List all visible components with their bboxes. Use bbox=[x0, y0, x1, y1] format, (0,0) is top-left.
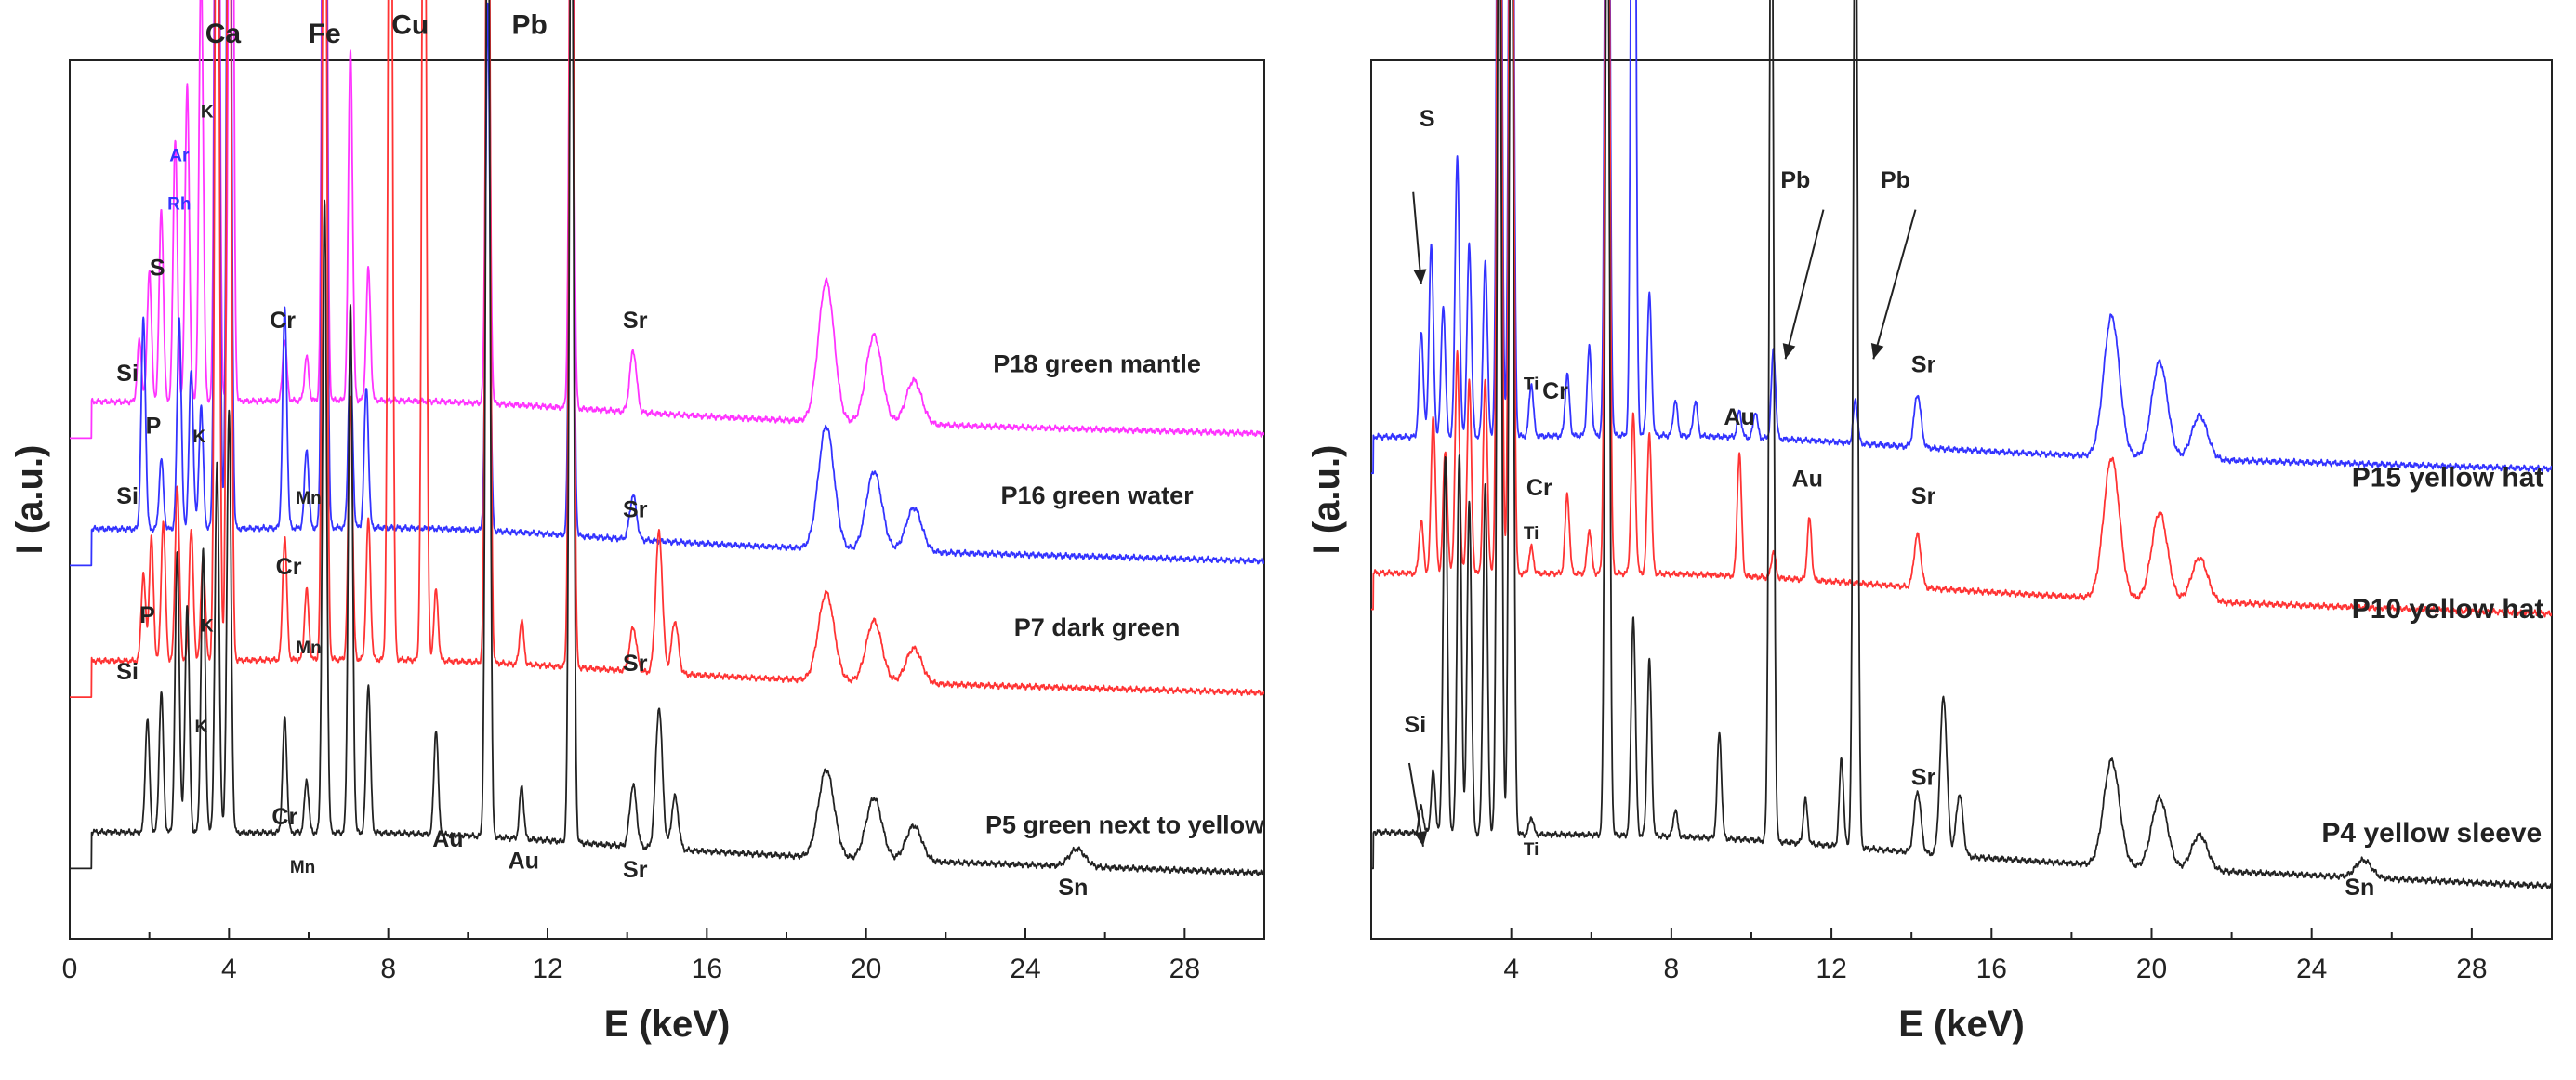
peak-label-pb: Pb bbox=[1780, 167, 1810, 193]
spectrum-line-p18-green-mantle bbox=[70, 0, 1264, 440]
y-axis-label: I (a.u.) bbox=[1306, 445, 1347, 555]
x-tick-label-8: 8 bbox=[380, 954, 396, 984]
arrow-head bbox=[1870, 343, 1884, 360]
arrow-head bbox=[1414, 830, 1428, 847]
peak-label-sr: Sr bbox=[1911, 351, 1936, 377]
peak-label-sr: Sr bbox=[623, 496, 648, 522]
x-tick-label-24: 24 bbox=[2296, 954, 2327, 984]
peak-label-ar: Ar bbox=[169, 147, 190, 166]
x-axis-label: E (keV) bbox=[604, 1004, 731, 1045]
peak-label-au: Au bbox=[1724, 404, 1754, 430]
peak-label-cr: Cr bbox=[276, 554, 302, 580]
spectrum-line-p4-yellow-sleeve bbox=[1371, 0, 2552, 890]
x-tick-label-20: 20 bbox=[851, 954, 881, 984]
series-label: P18 green mantle bbox=[993, 349, 1201, 377]
peak-label-mn: Mn bbox=[296, 639, 321, 658]
peak-label-p: P bbox=[146, 414, 162, 440]
x-tick-label-4: 4 bbox=[221, 954, 237, 984]
peak-label-s: S bbox=[1420, 106, 1435, 132]
arrow-head bbox=[1413, 269, 1427, 284]
peak-label-k: K bbox=[194, 718, 207, 737]
peak-label-cr: Cr bbox=[271, 804, 297, 830]
x-tick-label-12: 12 bbox=[532, 954, 562, 984]
peak-label-sr: Sr bbox=[623, 651, 648, 677]
series-label: P4 yellow sleeve bbox=[2321, 818, 2542, 849]
peak-label-sr: Sr bbox=[1911, 765, 1936, 791]
peak-label-ti: Ti bbox=[1524, 375, 1539, 394]
arrow-line bbox=[1784, 209, 1825, 360]
peak-label-k: K bbox=[201, 102, 214, 122]
series-label: P15 yellow hat bbox=[2352, 462, 2544, 493]
spectrum-line-p15-yellow-hat bbox=[1371, 0, 2552, 475]
peak-label-sn: Sn bbox=[1058, 875, 1088, 901]
x-tick-label-16: 16 bbox=[692, 954, 722, 984]
peak-label-si: Si bbox=[116, 361, 139, 387]
spectrum-line-p5-green-next-to-yellow bbox=[70, 0, 1264, 876]
x-tick-label-12: 12 bbox=[1816, 954, 1846, 984]
arrow-head bbox=[1782, 343, 1796, 360]
peak-label-sr: Sr bbox=[623, 308, 648, 334]
peak-label-p: P bbox=[139, 602, 155, 628]
peak-label-mn: Mn bbox=[296, 489, 321, 508]
x-tick-label-16: 16 bbox=[1976, 954, 2007, 984]
peak-label-ti: Ti bbox=[1524, 524, 1539, 544]
peak-label-ca: Ca bbox=[205, 19, 242, 49]
peak-label-sr: Sr bbox=[623, 857, 648, 883]
spectrum-line-p16-green-water bbox=[70, 0, 1264, 567]
spectra-group bbox=[70, 0, 1264, 876]
peak-label-mn: Mn bbox=[290, 858, 315, 877]
x-tick-label-0: 0 bbox=[62, 954, 78, 984]
peak-label-fe: Fe bbox=[309, 19, 341, 49]
peak-label-ti: Ti bbox=[1524, 840, 1539, 860]
series-label: P5 green next to yellow bbox=[985, 811, 1265, 839]
peak-label-cr: Cr bbox=[270, 308, 296, 334]
peak-label-au: Au bbox=[1792, 466, 1823, 492]
peak-label-si: Si bbox=[1405, 712, 1427, 738]
peak-label-si: Si bbox=[116, 483, 139, 509]
x-tick-label-28: 28 bbox=[2456, 954, 2487, 984]
plot-frame bbox=[1370, 59, 2553, 940]
x-tick-label-24: 24 bbox=[1010, 954, 1040, 984]
y-axis-label: I (a.u.) bbox=[9, 445, 50, 555]
spectrum-line-p7-dark-green bbox=[70, 0, 1264, 698]
arrow-line bbox=[1412, 191, 1422, 285]
peak-label-sr: Sr bbox=[1911, 483, 1936, 509]
series-label: P7 dark green bbox=[1014, 613, 1181, 641]
peak-label-rh: Rh bbox=[167, 195, 191, 215]
peak-label-k: K bbox=[201, 616, 214, 636]
x-axis-label: E (keV) bbox=[1898, 1004, 2025, 1045]
x-tick-label-8: 8 bbox=[1664, 954, 1680, 984]
peak-label-pb: Pb bbox=[1881, 167, 1910, 193]
peak-label-cu: Cu bbox=[391, 10, 429, 41]
peak-label-sn: Sn bbox=[2345, 875, 2374, 901]
x-tick-label-20: 20 bbox=[2136, 954, 2167, 984]
spectrum-line-p10-yellow-hat bbox=[1371, 0, 2552, 618]
series-label: P10 yellow hat bbox=[2352, 594, 2544, 625]
plot-frame bbox=[69, 59, 1265, 940]
arrow-line bbox=[1872, 209, 1917, 360]
peak-label-cr: Cr bbox=[1526, 475, 1552, 501]
series-label: P16 green water bbox=[1001, 481, 1195, 509]
peak-label-si: Si bbox=[116, 659, 139, 685]
peak-label-au: Au bbox=[432, 826, 463, 852]
peak-label-cr: Cr bbox=[1542, 378, 1568, 404]
x-tick-label-28: 28 bbox=[1169, 954, 1200, 984]
peak-label-k: K bbox=[192, 428, 205, 447]
peak-label-au: Au bbox=[509, 848, 539, 874]
x-tick-label-4: 4 bbox=[1503, 954, 1519, 984]
peak-label-s: S bbox=[150, 256, 165, 282]
peak-label-pb: Pb bbox=[512, 10, 548, 41]
spectra-group bbox=[1371, 0, 2552, 890]
